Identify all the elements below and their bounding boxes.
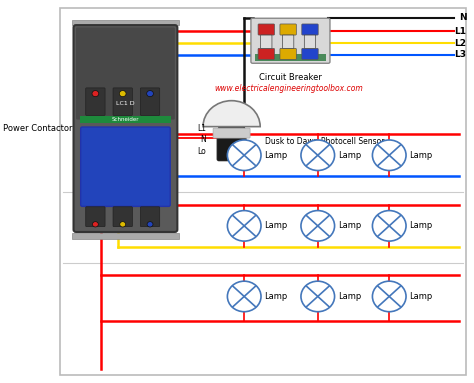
Text: Lo: Lo bbox=[198, 147, 206, 156]
FancyBboxPatch shape bbox=[258, 48, 274, 59]
FancyBboxPatch shape bbox=[80, 116, 171, 123]
FancyBboxPatch shape bbox=[255, 54, 326, 61]
FancyBboxPatch shape bbox=[140, 88, 160, 115]
Circle shape bbox=[373, 281, 406, 312]
FancyBboxPatch shape bbox=[258, 24, 274, 35]
FancyBboxPatch shape bbox=[73, 25, 177, 232]
Text: N: N bbox=[459, 13, 466, 22]
Text: L3: L3 bbox=[455, 51, 466, 59]
Circle shape bbox=[301, 140, 335, 170]
Circle shape bbox=[92, 90, 99, 97]
FancyBboxPatch shape bbox=[280, 48, 296, 59]
Circle shape bbox=[146, 90, 154, 97]
Text: L2: L2 bbox=[455, 39, 466, 48]
Text: Dusk to Dawn Photocell Sensor: Dusk to Dawn Photocell Sensor bbox=[265, 137, 385, 146]
FancyBboxPatch shape bbox=[140, 207, 160, 227]
Circle shape bbox=[373, 211, 406, 241]
Circle shape bbox=[228, 281, 261, 312]
FancyBboxPatch shape bbox=[304, 35, 316, 48]
Circle shape bbox=[228, 211, 261, 241]
Text: Power Contactor: Power Contactor bbox=[3, 124, 73, 133]
FancyBboxPatch shape bbox=[86, 88, 105, 115]
Text: Circuit Breaker: Circuit Breaker bbox=[259, 73, 322, 82]
FancyBboxPatch shape bbox=[217, 129, 246, 160]
Text: Lamp: Lamp bbox=[410, 221, 433, 230]
FancyBboxPatch shape bbox=[81, 127, 170, 206]
Text: Lamp: Lamp bbox=[410, 292, 433, 301]
Circle shape bbox=[147, 222, 153, 227]
Circle shape bbox=[301, 211, 335, 241]
Text: www.electricalengineeringtoolbox.com: www.electricalengineeringtoolbox.com bbox=[214, 84, 363, 93]
FancyBboxPatch shape bbox=[72, 234, 179, 239]
Text: LC1 D: LC1 D bbox=[116, 101, 135, 106]
Text: Lamp: Lamp bbox=[264, 221, 288, 230]
FancyBboxPatch shape bbox=[280, 24, 296, 35]
FancyBboxPatch shape bbox=[113, 207, 132, 227]
Circle shape bbox=[119, 90, 126, 97]
Text: L1: L1 bbox=[197, 124, 206, 133]
FancyBboxPatch shape bbox=[72, 20, 179, 26]
FancyBboxPatch shape bbox=[86, 207, 105, 227]
Text: Lamp: Lamp bbox=[338, 221, 361, 230]
FancyBboxPatch shape bbox=[251, 18, 330, 63]
Wedge shape bbox=[203, 101, 260, 127]
Circle shape bbox=[92, 222, 98, 227]
Text: L1: L1 bbox=[455, 27, 466, 36]
FancyBboxPatch shape bbox=[302, 24, 318, 35]
FancyBboxPatch shape bbox=[76, 28, 175, 119]
Text: Lamp: Lamp bbox=[338, 292, 361, 301]
Text: N: N bbox=[201, 136, 206, 144]
Text: Schneider: Schneider bbox=[112, 117, 139, 122]
FancyBboxPatch shape bbox=[283, 35, 294, 48]
FancyBboxPatch shape bbox=[113, 88, 132, 115]
Text: Lamp: Lamp bbox=[410, 151, 433, 160]
FancyBboxPatch shape bbox=[213, 128, 250, 138]
Circle shape bbox=[120, 222, 126, 227]
Text: Lamp: Lamp bbox=[264, 292, 288, 301]
FancyBboxPatch shape bbox=[261, 35, 272, 48]
Circle shape bbox=[373, 140, 406, 170]
Circle shape bbox=[301, 281, 335, 312]
Text: Lamp: Lamp bbox=[338, 151, 361, 160]
Circle shape bbox=[228, 140, 261, 170]
FancyBboxPatch shape bbox=[302, 48, 318, 59]
FancyBboxPatch shape bbox=[61, 8, 466, 375]
Text: Lamp: Lamp bbox=[264, 151, 288, 160]
